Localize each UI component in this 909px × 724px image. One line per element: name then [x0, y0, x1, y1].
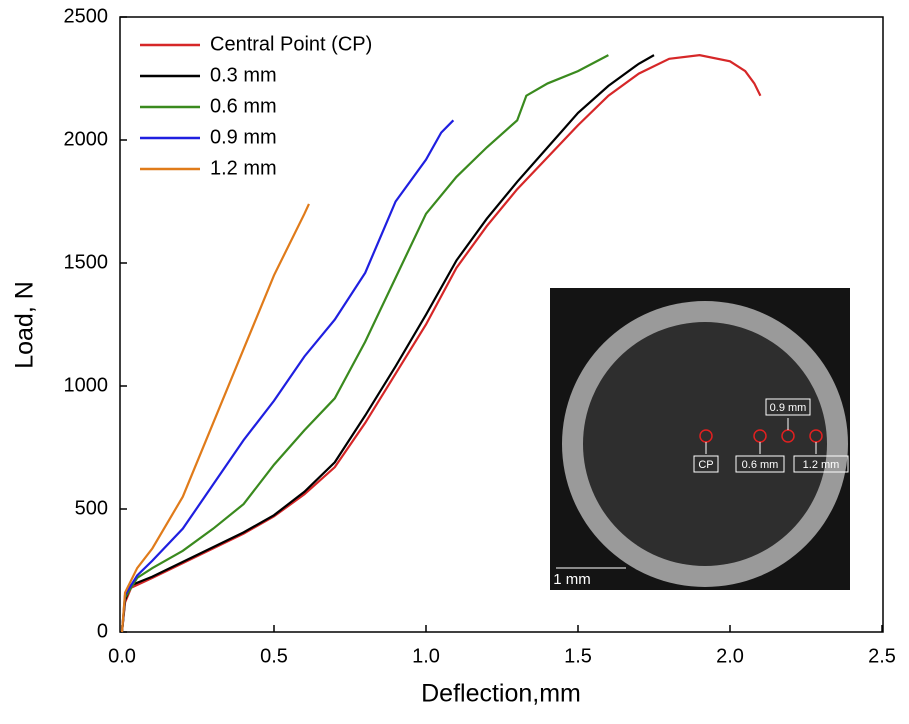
series-line: [120, 54, 655, 633]
x-axis-title: Deflection,mm: [421, 680, 581, 708]
y-tick-label: 1000: [64, 374, 109, 396]
legend-label: Central Point (CP): [210, 33, 372, 55]
inset-label-boxes: [693, 398, 849, 473]
inset-label: CP: [698, 459, 713, 471]
legend-label: 0.3 mm: [210, 64, 277, 86]
inset-label: 1.2 mm: [803, 459, 840, 471]
y-tick-label: 2000: [64, 128, 109, 150]
x-tick-label: 1.5: [564, 645, 592, 667]
inset-specimen-core: [583, 322, 827, 566]
inset-arrows: [556, 418, 817, 569]
y-axis-title: Load, N: [11, 281, 39, 369]
legend-label: 1.2 mm: [210, 157, 277, 179]
y-tick-label: 1500: [64, 251, 109, 273]
y-tick-label: 0: [97, 620, 108, 642]
series-line: [120, 54, 609, 633]
series-line: [120, 119, 455, 633]
legend-label: 0.9 mm: [210, 126, 277, 148]
inset-label: 0.6 mm: [742, 459, 779, 471]
plot-frame: [119, 16, 884, 633]
series-line: [120, 203, 310, 633]
inset-label: 0.9 mm: [770, 402, 807, 414]
scale-bar-label: 1 mm: [553, 571, 591, 588]
x-tick-label: 2.5: [868, 645, 896, 667]
inset: 0.9 mm CP 0.6 mm 1.2 mm 1 mm: [550, 288, 850, 590]
x-tick-label: 1.0: [412, 645, 440, 667]
y-tick-label: 500: [75, 497, 108, 519]
x-tick-label: 2.0: [716, 645, 744, 667]
series-line: [120, 54, 762, 633]
y-tick-label: 2500: [64, 5, 109, 27]
legend-label: 0.6 mm: [210, 95, 277, 117]
x-tick-label: 0.0: [108, 645, 136, 667]
x-tick-label: 0.5: [260, 645, 288, 667]
